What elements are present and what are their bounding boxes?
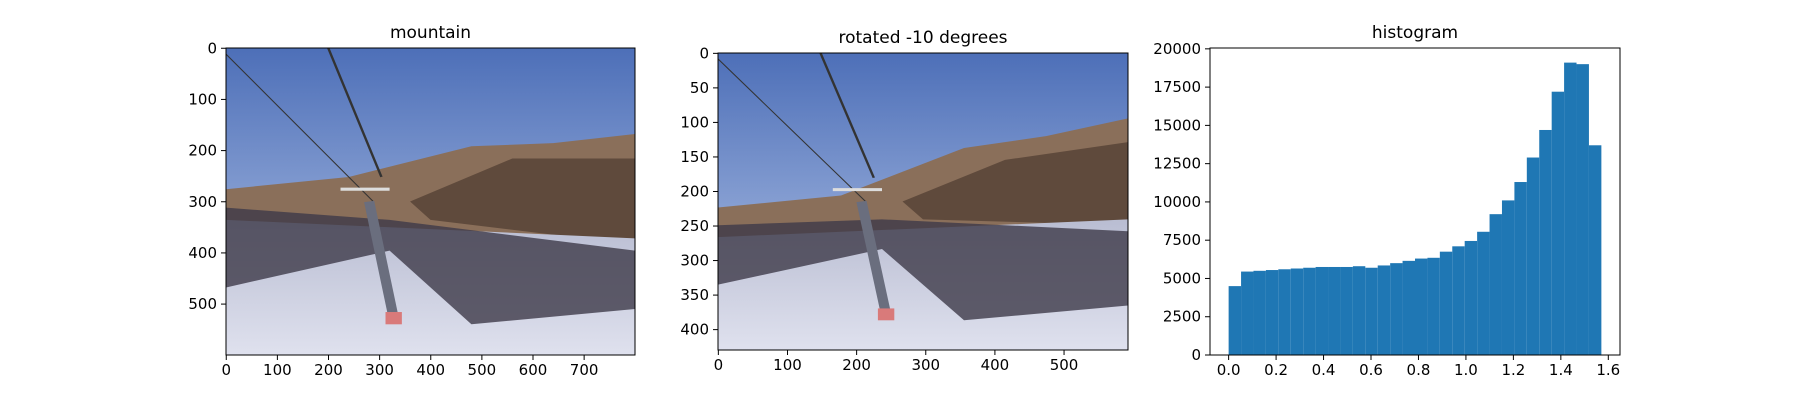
bar: [1415, 258, 1428, 355]
y-tick-label: 7500: [1163, 231, 1201, 249]
y-tick-label: 50: [690, 79, 709, 97]
y-tick-label: 0: [207, 39, 217, 57]
x-tick-label: 700: [570, 361, 599, 379]
bar: [1427, 257, 1440, 355]
pylon-base: [385, 312, 402, 325]
x-tick-label: 500: [468, 361, 497, 379]
chart-title: rotated -10 degrees: [838, 28, 1007, 48]
x-tick-label: 0: [714, 356, 724, 374]
cable: [819, 53, 875, 179]
bar: [1477, 231, 1490, 355]
forest: [718, 219, 1128, 321]
y-tick-label: 5000: [1163, 269, 1201, 287]
bar: [1501, 200, 1515, 355]
bar: [1464, 240, 1478, 355]
bar: [1315, 266, 1329, 355]
x-tick-label: 600: [519, 361, 548, 379]
bar: [1365, 267, 1378, 355]
image: [718, 53, 1128, 350]
x-tick-label: 100: [263, 361, 292, 379]
chart-title: histogram: [1372, 23, 1458, 43]
x-tick-label: 0.8: [1407, 361, 1431, 379]
axes-frame: [717, 52, 1129, 351]
x-tick-label: 0.0: [1217, 361, 1241, 379]
chart-title: mountain: [390, 23, 471, 43]
pylon: [364, 200, 399, 319]
y-tick-label: 0: [1191, 346, 1201, 364]
y-tick-label: 200: [680, 182, 709, 200]
bar: [1564, 62, 1577, 355]
x-tick-label: 0: [221, 361, 231, 379]
x-tick-label: 400: [981, 356, 1010, 374]
bar: [1390, 263, 1403, 355]
x-tick-label: 400: [416, 361, 445, 379]
bar: [1265, 270, 1279, 355]
bar: [1588, 145, 1602, 355]
bar: [1278, 269, 1291, 355]
cable: [718, 58, 867, 202]
bar: [1328, 266, 1341, 355]
x-tick-label: 300: [365, 361, 394, 379]
bar: [1402, 260, 1415, 355]
bar: [1303, 267, 1316, 355]
cable: [327, 48, 383, 178]
y-tick-label: 2500: [1163, 308, 1201, 326]
bar: [1514, 182, 1527, 355]
cable: [226, 53, 374, 202]
y-tick-label: 400: [680, 321, 709, 339]
y-tick-label: 500: [188, 295, 217, 313]
x-tick-label: 1.0: [1454, 361, 1478, 379]
bar: [1489, 214, 1502, 355]
x-tick-label: 1.4: [1549, 361, 1573, 379]
y-tick-label: 100: [680, 113, 709, 131]
bar: [1439, 251, 1453, 355]
y-tick-label: 10000: [1153, 193, 1201, 211]
y-tick-label: 250: [680, 217, 709, 235]
bar: [1377, 265, 1391, 355]
bar: [1253, 270, 1266, 355]
mountain-shade: [410, 158, 635, 245]
y-tick-label: 350: [680, 286, 709, 304]
forest: [226, 207, 635, 325]
bar: [1290, 268, 1304, 355]
pylon-base: [877, 308, 895, 321]
x-tick-label: 1.6: [1596, 361, 1620, 379]
y-tick-label: 100: [188, 90, 217, 108]
pylon: [856, 200, 892, 315]
bar: [1526, 157, 1540, 355]
x-tick-label: 0.2: [1264, 361, 1288, 379]
y-tick-label: 200: [188, 142, 217, 160]
y-tick-label: 300: [188, 193, 217, 211]
y-tick-label: 400: [188, 244, 217, 262]
x-tick-label: 500: [1050, 356, 1079, 374]
y-tick-label: 0: [699, 44, 709, 62]
x-tick-label: 0.6: [1359, 361, 1383, 379]
mountain-shade: [902, 142, 1128, 226]
bar: [1551, 91, 1565, 355]
y-tick-label: 20000: [1153, 40, 1201, 58]
y-tick-label: 17500: [1153, 78, 1201, 96]
x-tick-label: 100: [773, 356, 802, 374]
y-tick-label: 12500: [1153, 155, 1201, 173]
bar: [1352, 266, 1366, 355]
x-tick-label: 300: [911, 356, 940, 374]
x-tick-label: 200: [842, 356, 871, 374]
y-tick-label: 150: [680, 148, 709, 166]
y-tick-label: 15000: [1153, 116, 1201, 134]
x-tick-label: 0.4: [1312, 361, 1336, 379]
bar: [1539, 129, 1552, 355]
x-tick-label: 200: [314, 361, 343, 379]
y-tick-label: 300: [680, 252, 709, 270]
bar: [1576, 64, 1589, 355]
bar: [1228, 286, 1242, 355]
bar: [1241, 271, 1254, 355]
image: [226, 48, 635, 355]
x-tick-label: 1.2: [1501, 361, 1525, 379]
bar: [1340, 266, 1353, 355]
bar: [1452, 246, 1465, 355]
